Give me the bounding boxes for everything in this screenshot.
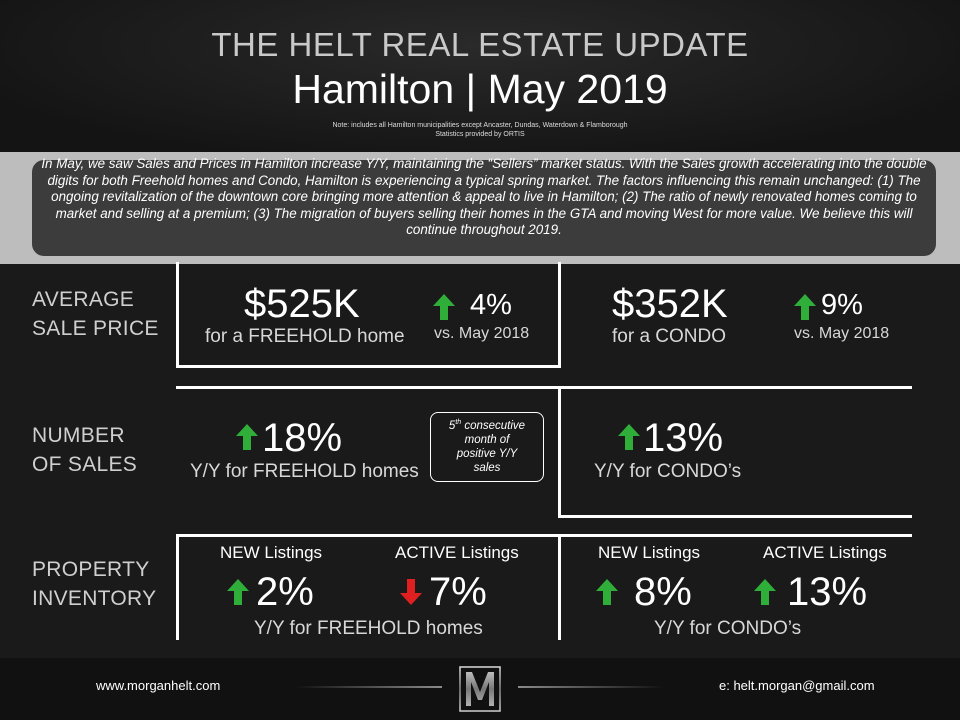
condo-active-up-arrow-icon [754,579,776,605]
condo-new-up-arrow-icon [596,579,618,605]
market-summary: In May, we saw Sales and Prices in Hamil… [41,156,927,238]
divider-top-row2 [176,386,912,389]
inventory-label: PROPERTY INVENTORY [32,555,156,613]
condo-sales-change: 13% [643,416,724,460]
logo-m-icon [459,666,501,712]
condo-new-listings-change: 8% [634,570,692,614]
avg-price-label: AVERAGE SALE PRICE [32,285,159,343]
divider-top-row3 [176,534,912,537]
avg-price-label-line1: AVERAGE [32,288,135,311]
newsletter-title: THE HELT REAL ESTATE UPDATE [211,26,749,63]
note-line-1: Note: includes all Hamilton municipaliti… [332,122,628,129]
freehold-active-listings-change: 7% [429,570,487,614]
callout-line-1: 5th consecutive [431,416,543,433]
sales-label: NUMBER OF SALES [32,421,137,479]
divider-mid-row2 [558,386,561,516]
website-link[interactable]: www.morganhelt.com [96,678,221,693]
freehold-price-vs: vs. May 2018 [434,325,530,342]
freehold-price-change: 4% [470,289,512,321]
condo-price-change: 9% [821,289,863,321]
condo-sales-up-arrow-icon [618,424,640,450]
callout-line-2: month of [464,433,510,446]
summary-box [32,160,936,256]
freehold-sales-change: 18% [262,416,343,460]
callout-sup: th [455,419,462,426]
avg-price-label-line2: SALE PRICE [32,317,159,340]
consecutive-month-callout: 5th consecutive month of positive Y/Y sa… [430,412,544,482]
freehold-active-down-arrow-icon [400,579,422,605]
callout-line-4: sales [473,461,501,474]
divider-mid-row3 [558,534,561,640]
inventory-label-line2: INVENTORY [32,587,157,610]
page-title: Hamilton | May 2019 [292,66,668,112]
sales-label-line2: OF SALES [32,453,138,476]
condo-active-listings-change: 13% [787,570,868,614]
note-line-2: Statistics provided by ORTIS [435,131,525,138]
freehold-new-listings-label: NEW Listings [220,543,323,562]
email-link[interactable]: e: helt.morgan@gmail.com [719,678,875,693]
freehold-new-up-arrow-icon [227,579,249,605]
freehold-price-desc: for a FREEHOLD home [205,326,405,347]
divider-under-freehold-price [176,365,560,368]
freehold-inventory-desc: Y/Y for FREEHOLD homes [254,618,483,639]
condo-price-vs: vs. May 2018 [794,325,890,342]
freehold-active-listings-label: ACTIVE Listings [395,543,519,562]
footer-line-left [296,686,442,688]
callout-line-1-rest: consecutive [461,419,526,432]
freehold-price-up-arrow-icon [433,294,455,320]
freehold-new-listings-change: 2% [256,570,314,614]
divider-mid-row1 [558,262,561,368]
condo-active-listings-label: ACTIVE Listings [763,543,887,562]
divider-left-row1 [176,262,179,368]
condo-avg-price: $352K [612,282,728,326]
condo-inventory-desc: Y/Y for CONDO’s [654,618,802,639]
sales-label-line1: NUMBER [32,424,125,447]
condo-price-up-arrow-icon [794,294,816,320]
condo-sales-desc: Y/Y for CONDO’s [594,461,742,482]
callout-num: 5 [448,419,456,432]
freehold-avg-price: $525K [244,282,360,326]
inventory-label-line1: PROPERTY [32,558,150,581]
freehold-sales-up-arrow-icon [236,424,258,450]
condo-new-listings-label: NEW Listings [598,543,701,562]
header-note: Note: includes all Hamilton municipaliti… [0,121,960,139]
footer [0,658,960,720]
callout-line-3: positive Y/Y [456,447,518,460]
freehold-sales-desc: Y/Y for FREEHOLD homes [190,461,419,482]
divider-left-row3 [176,534,179,640]
header: THE HELT REAL ESTATE UPDATE Hamilton | M… [0,0,960,152]
footer-line-right [518,686,664,688]
divider-bottom-row2 [558,515,912,518]
condo-price-desc: for a CONDO [612,326,727,347]
